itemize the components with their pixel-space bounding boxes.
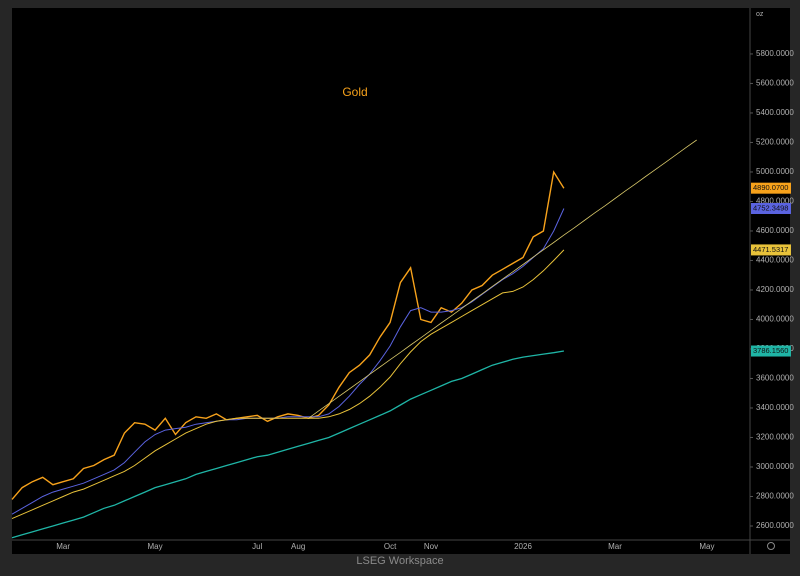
y-tick-label: 2800.0000	[756, 492, 794, 501]
y-tick-label: 5400.0000	[756, 108, 794, 117]
x-tick-label: Jul	[252, 542, 262, 551]
x-tick-label: May	[148, 542, 163, 551]
x-tick-label: May	[699, 542, 714, 551]
series-line	[308, 139, 697, 419]
price-tag-label: 3786.1560	[753, 346, 788, 355]
price-tag	[751, 202, 791, 214]
price-tag	[751, 345, 791, 357]
y-tick-label: 5200.0000	[756, 138, 794, 147]
y-tick-label: 4000.0000	[756, 315, 794, 324]
y-tick-label: 4400.0000	[756, 256, 794, 265]
x-tick-label: Oct	[384, 542, 397, 551]
y-tick-label: 4200.0000	[756, 285, 794, 294]
x-tick-label: 2026	[514, 542, 532, 551]
price-tag-label: 4890.0700	[753, 183, 788, 192]
y-tick-label: 3000.0000	[756, 462, 794, 471]
series-line	[11, 249, 565, 520]
y-tick-label: 3400.0000	[756, 403, 794, 412]
x-tick-label: Nov	[424, 542, 438, 551]
unit-label: oz	[756, 11, 764, 18]
price-tag-label: 4471.5317	[753, 245, 788, 254]
price-tag	[751, 244, 791, 256]
y-tick-label: 4800.0000	[756, 197, 794, 206]
footer: LSEG Workspace	[356, 555, 443, 567]
chart-title: Gold	[342, 85, 367, 99]
y-tick-label: 4600.0000	[756, 226, 794, 235]
x-tick-label: Mar	[56, 542, 70, 551]
series-line	[11, 350, 565, 539]
y-tick-label: 5600.0000	[756, 79, 794, 88]
y-tick-label: 5000.0000	[756, 167, 794, 176]
y-tick-label: 5800.0000	[756, 49, 794, 58]
x-tick-label: Mar	[608, 542, 622, 551]
y-tick-label: 3600.0000	[756, 374, 794, 383]
price-tag	[751, 182, 791, 194]
price-tag-label: 4752.3498	[753, 203, 788, 212]
x-tick-label: Aug	[291, 542, 305, 551]
series-line	[11, 170, 565, 500]
series-line	[11, 208, 565, 515]
y-tick-label: 2600.0000	[756, 521, 794, 530]
y-tick-label: 3200.0000	[756, 433, 794, 442]
settings-icon[interactable]	[767, 542, 775, 550]
